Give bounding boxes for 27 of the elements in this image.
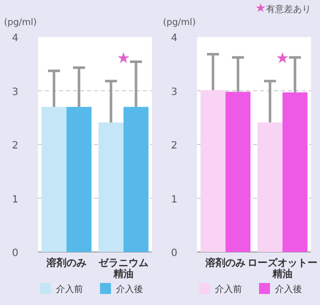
bar — [226, 92, 250, 252]
y-tick-label: 3 — [12, 86, 18, 98]
y-tick-label: 1 — [171, 194, 178, 206]
y-tick-label: 0 — [12, 248, 18, 259]
x-tick-label: 溶剤のみ — [46, 257, 86, 269]
y-axis-title: (pg/ml) — [4, 18, 37, 28]
y-tick-label: 1 — [12, 194, 18, 206]
bar — [258, 122, 282, 252]
y-tick-label: 4 — [171, 33, 178, 44]
annotation: ★ — [116, 49, 130, 67]
legend-label: 介入前 — [56, 284, 83, 295]
bar — [200, 90, 226, 252]
bar — [282, 92, 308, 252]
legend-label: 介入後 — [116, 284, 143, 295]
y-tick-label: 2 — [12, 140, 18, 152]
text: ★有意差あり — [255, 1, 311, 15]
legend-label: 介入前 — [215, 284, 242, 295]
y-tick-label: 4 — [12, 33, 18, 44]
y-tick-label: 0 — [171, 248, 178, 259]
x-tick-label: ローズオットー精油 — [248, 257, 318, 280]
annotation: ★ — [276, 49, 290, 67]
y-tick-label: 2 — [171, 140, 178, 152]
x-tick-label: 溶剤のみ — [204, 257, 246, 269]
y-axis-title: (pg/ml) — [163, 18, 196, 28]
legend-label: 介入後 — [275, 284, 302, 295]
y-tick-label: 3 — [171, 86, 178, 98]
x-tick-label: ゼラニウム精油 — [98, 258, 148, 280]
